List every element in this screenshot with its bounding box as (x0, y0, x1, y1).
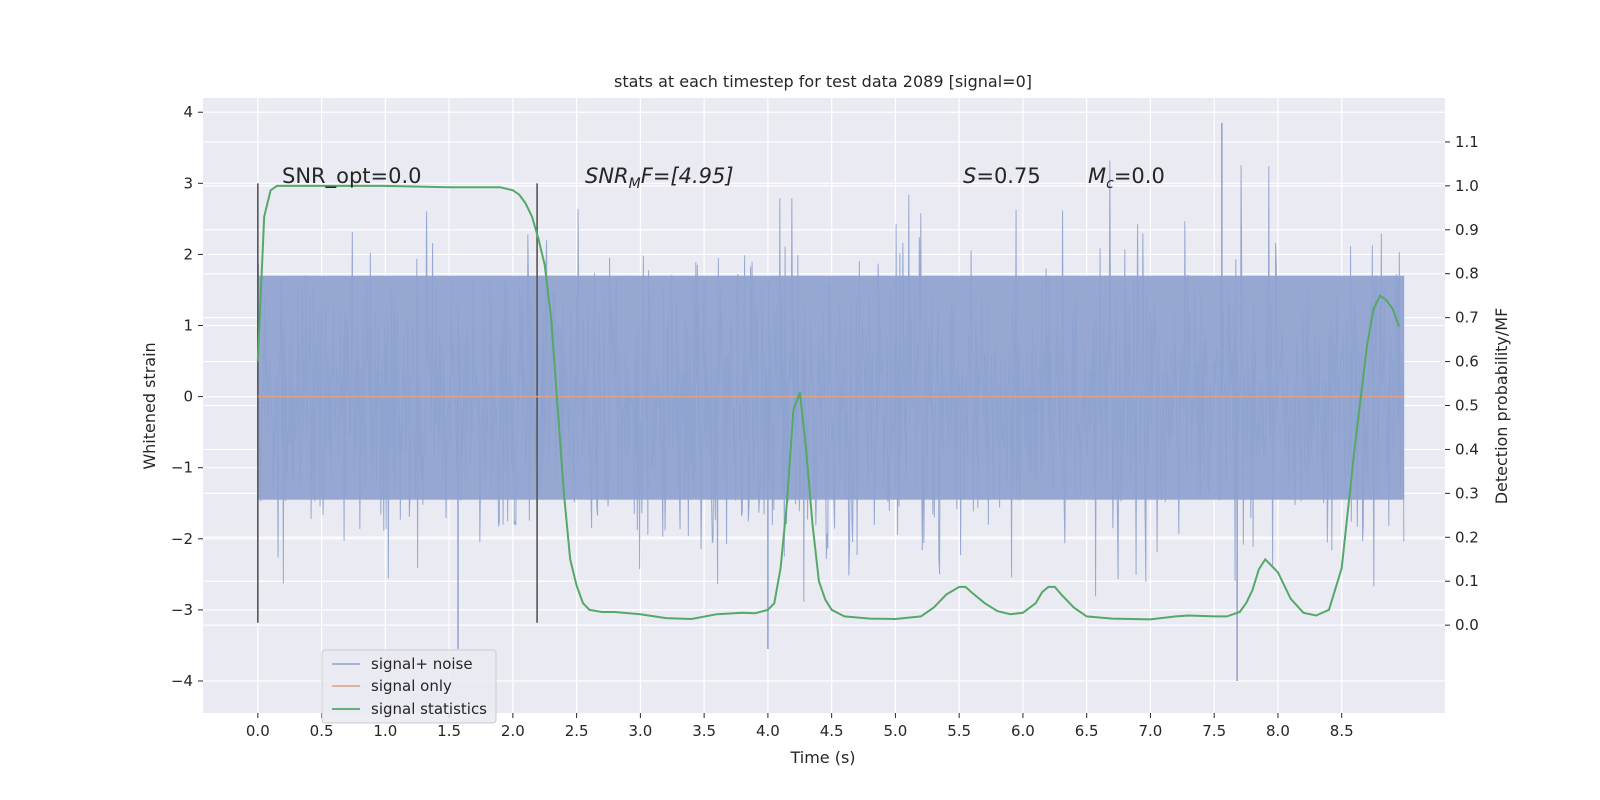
snr-mf-suffix: F=[4.95] (641, 164, 734, 188)
annotation-snr-opt: SNR_opt=0.0 (282, 164, 422, 189)
x-axis-ticks: 0.0 0.5 1.0 1.5 2.0 2.5 3.0 3.5 4.0 4.5 5.0 5.5 6.0 6… (246, 713, 1354, 740)
legend: signal+ noise signal only signal statist… (321, 649, 497, 724)
x-tick-label: 6.0 (1011, 722, 1035, 740)
noise-trace (257, 160, 1405, 602)
window-markers (257, 183, 538, 623)
x-tick-label: 1.0 (373, 722, 397, 740)
legend-box (321, 649, 497, 724)
x-tick-label: 8.0 (1266, 722, 1290, 740)
y-axis-label: Whitened strain (140, 342, 159, 469)
signal-statistics-line (256, 184, 1401, 621)
snr-mf-label: SNR (585, 164, 629, 188)
x-tick-label: 4.0 (756, 722, 780, 740)
y-tick-label: −3 (171, 601, 193, 619)
x-tick-label: 4.5 (820, 722, 844, 740)
y2-tick-label: 0.6 (1455, 353, 1479, 371)
x-tick-label: 1.5 (437, 722, 461, 740)
x-tick-label: 3.0 (628, 722, 652, 740)
right-axis-ticks: 1.1 1.0 0.9 0.8 0.7 0.6 0.5 0.4 0.3 0.2 0.1 0.0 (1445, 133, 1479, 634)
y2-tick-label: 0.8 (1455, 265, 1479, 283)
y2-tick-label: 0.9 (1455, 221, 1479, 239)
x-tick-label: 8.5 (1330, 722, 1354, 740)
y-tick-label: −1 (171, 459, 193, 477)
y2-tick-label: 0.7 (1455, 309, 1479, 327)
mc-label: M (1088, 164, 1106, 188)
x-tick-label: 5.5 (947, 722, 971, 740)
y2-axis-label: Detection probability/MF (1492, 308, 1511, 505)
annotation-s-stat: S=0.75 (963, 164, 1041, 188)
y2-tick-label: 0.0 (1455, 616, 1479, 634)
x-tick-label: 0.0 (246, 722, 270, 740)
y2-tick-label: 0.3 (1455, 484, 1479, 502)
y-tick-label: 0 (183, 388, 193, 406)
y-tick-label: 1 (183, 317, 193, 335)
y2-tick-label: 1.1 (1455, 133, 1479, 151)
mc-value: =0.0 (1114, 164, 1165, 188)
y-tick-label: 2 (183, 245, 193, 263)
y-tick-label: −2 (171, 530, 193, 548)
y2-tick-label: 0.5 (1455, 397, 1479, 415)
chart-title: stats at each timestep for test data 208… (614, 72, 1032, 91)
y2-tick-label: 1.0 (1455, 177, 1479, 195)
x-tick-label: 5.0 (883, 722, 907, 740)
y2-tick-label: 0.4 (1455, 440, 1479, 458)
legend-label-signal-plus-noise: signal+ noise (371, 655, 473, 673)
annotation-mc: Mc=0.0 (1088, 164, 1165, 192)
y-tick-label: −4 (171, 672, 193, 690)
s-stat-label: S (963, 164, 976, 188)
y2-tick-label: 0.2 (1455, 528, 1479, 546)
annotation-snr-mf: SNRMF=[4.95] (585, 164, 734, 192)
series-signal-plus-noise (257, 122, 1405, 682)
x-tick-label: 7.0 (1139, 722, 1163, 740)
y-tick-label: 4 (183, 103, 193, 121)
y2-tick-label: 0.1 (1455, 572, 1479, 590)
y-tick-label: 3 (183, 174, 193, 192)
mc-subscript: c (1106, 176, 1114, 192)
legend-label-signal-only: signal only (371, 677, 452, 695)
x-tick-label: 7.5 (1202, 722, 1226, 740)
legend-label-signal-statistics: signal statistics (371, 700, 487, 718)
x-tick-label: 0.5 (310, 722, 334, 740)
x-axis-label: Time (s) (789, 748, 855, 767)
x-tick-label: 2.5 (565, 722, 589, 740)
x-tick-label: 3.5 (692, 722, 716, 740)
series-signal-statistics (256, 184, 1401, 621)
left-axis-ticks: 4 3 2 1 0 −1 −2 −3 −4 (171, 103, 203, 690)
x-tick-label: 2.0 (501, 722, 525, 740)
s-stat-value: =0.75 (976, 164, 1040, 188)
x-tick-label: 6.5 (1075, 722, 1099, 740)
snr-mf-subscript: M (629, 176, 641, 192)
